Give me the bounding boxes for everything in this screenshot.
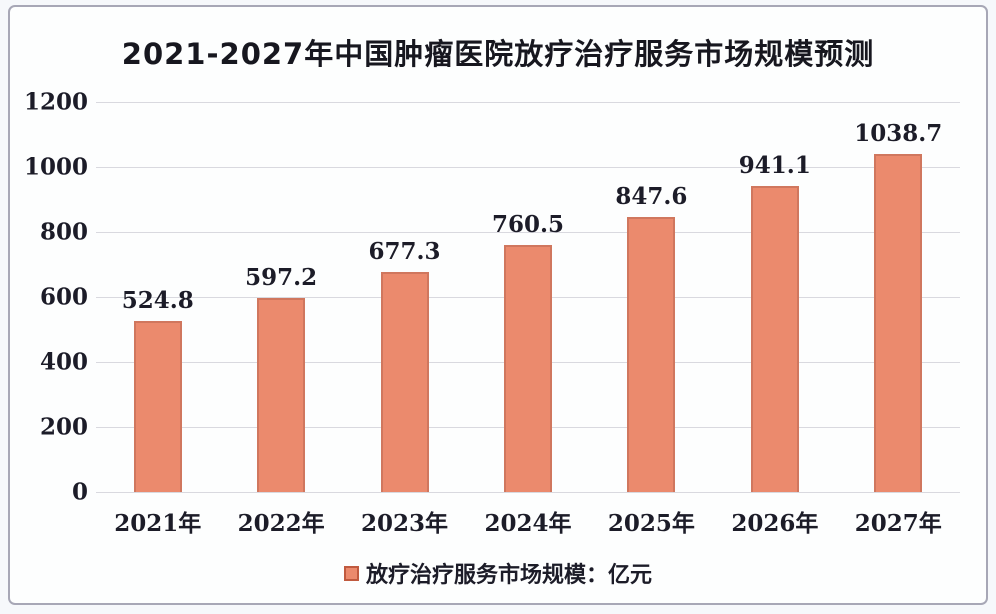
- legend-label: 放疗治疗服务市场规模：亿元: [365, 563, 652, 588]
- bar-group: 847.6: [590, 102, 713, 492]
- bars-row: 524.8 597.2 677.3 760.5 847.6 941.1 1038.7: [96, 102, 960, 492]
- x-tick-label: 2022年: [237, 510, 325, 537]
- bar: [874, 154, 923, 492]
- x-tick-label: 2021年: [114, 510, 202, 537]
- x-tick-label: 2023年: [361, 510, 449, 537]
- chart-title: 2021-2027年中国肿瘤医院放疗治疗服务市场规模预测: [121, 37, 875, 71]
- bar-value-label: 941.1: [738, 152, 811, 180]
- bar-group: 941.1: [713, 102, 836, 492]
- y-tick-label: 200: [39, 413, 88, 441]
- bar: [503, 244, 552, 492]
- bar: [133, 321, 182, 492]
- y-tick-label: 800: [39, 218, 88, 246]
- bar: [750, 186, 799, 492]
- bar: [380, 271, 429, 492]
- bar-group: 597.2: [219, 102, 342, 492]
- legend-marker-icon: [343, 565, 359, 581]
- gridline: [96, 102, 960, 103]
- y-tick-label: 600: [39, 283, 88, 311]
- chart-card: 2021-2027年中国肿瘤医院放疗治疗服务市场规模预测 0 200 400 600 8…: [8, 5, 988, 605]
- bar-value-label: 847.6: [615, 182, 688, 210]
- plot-area: 524.8 597.2 677.3 760.5 847.6 941.1 1038.7: [96, 102, 960, 493]
- y-tick-label: 0: [71, 478, 88, 506]
- gridline: [96, 492, 960, 493]
- y-axis: 0 200 400 600 800 1000 1200: [20, 89, 88, 506]
- y-tick-label: 1000: [23, 153, 88, 181]
- x-tick-label: 2025年: [607, 510, 695, 537]
- y-tick-label: 400: [39, 348, 88, 376]
- bar-group: 524.8: [96, 102, 219, 492]
- gridline: [96, 231, 960, 233]
- bar-value-label: 1038.7: [854, 120, 943, 148]
- bar: [257, 297, 306, 492]
- x-tick-label: 2026年: [731, 510, 819, 537]
- bar-group: 760.5: [466, 102, 589, 492]
- gridline: [96, 166, 960, 168]
- legend: 放疗治疗服务市场规模：亿元: [10, 557, 986, 589]
- bar: [627, 216, 676, 492]
- x-axis: 2021年 2022年 2023年 2024年 2025年 2026年 2027年: [96, 504, 960, 537]
- bar-group: 1038.7: [837, 102, 960, 492]
- y-tick-label: 1200: [23, 88, 88, 116]
- bar-group: 677.3: [343, 102, 466, 492]
- x-tick-label: 2027年: [854, 510, 942, 537]
- bar-value-label: 677.3: [368, 237, 441, 265]
- bar-value-label: 597.2: [245, 263, 318, 291]
- bar-value-label: 524.8: [121, 287, 194, 315]
- bar-value-label: 760.5: [491, 210, 564, 238]
- x-tick-label: 2024年: [484, 510, 572, 537]
